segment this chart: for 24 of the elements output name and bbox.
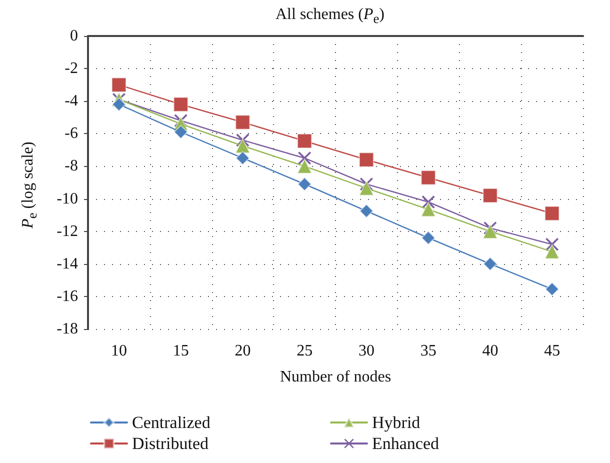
legend-label: Centralized: [132, 413, 211, 432]
x-tick-label: 25: [296, 342, 313, 360]
y-tick-label: 0: [70, 28, 78, 44]
y-tick-label: -4: [64, 92, 78, 110]
y-tick-label: -12: [56, 222, 78, 240]
legend-label: Hybrid: [372, 413, 421, 432]
x-tick-label: 35: [420, 342, 436, 360]
y-tick-label: -16: [56, 288, 78, 305]
legend-label: Distributed: [132, 434, 209, 453]
x-tick-label: 30: [358, 342, 374, 360]
y-tick-label: -14: [56, 255, 78, 272]
x-tick-label: 20: [234, 342, 251, 360]
y-tick-label: -10: [56, 190, 78, 208]
y-tick-label: -18: [56, 320, 78, 338]
x-tick-label: 15: [172, 342, 189, 360]
x-axis-title: Number of nodes: [280, 368, 392, 386]
x-tick-label: 45: [544, 342, 560, 360]
x-tick-label: 10: [110, 342, 127, 360]
chart-title: All schemes (P$_{e}$): [275, 6, 385, 28]
y-tick-label: -2: [64, 60, 78, 78]
x-tick-label: 40: [482, 342, 498, 360]
y-tick-label: -8: [64, 158, 78, 175]
y-tick-label: -6: [64, 125, 78, 142]
legend-label: Enhanced: [372, 434, 440, 453]
